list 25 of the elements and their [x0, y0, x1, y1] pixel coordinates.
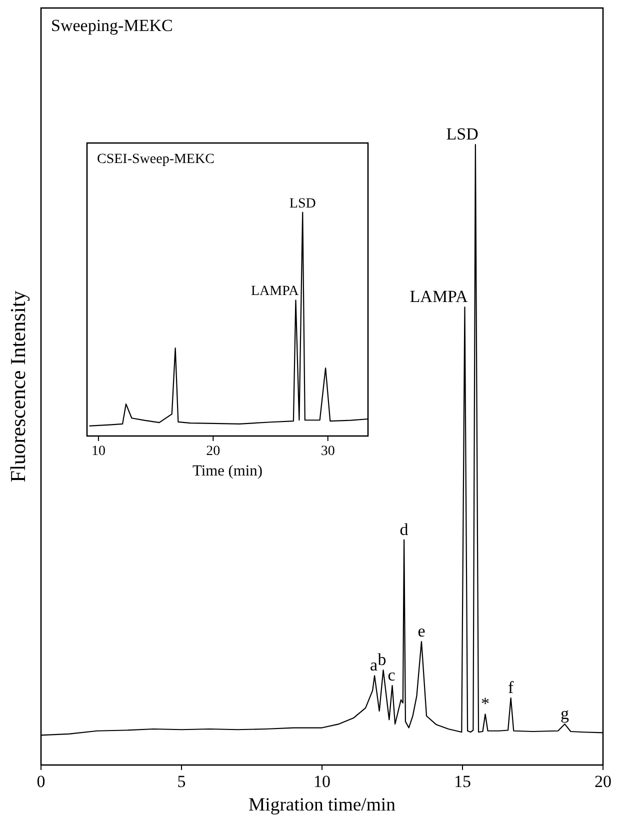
annotation: d: [400, 520, 409, 539]
annotation: b: [378, 650, 386, 670]
chart-title: CSEI-Sweep-MEKC: [97, 152, 214, 167]
x-axis-title: Time (min): [192, 462, 262, 480]
annotation: *: [481, 694, 490, 714]
x-tick-label: 10: [91, 444, 106, 459]
annotation: a: [370, 656, 378, 675]
x-axis-title: Migration time/min: [248, 794, 396, 816]
x-tick-label: 0: [36, 772, 46, 791]
chart-title: Sweeping-MEKC: [51, 16, 173, 35]
x-tick-label: 20: [206, 444, 220, 459]
annotation: e: [418, 622, 426, 641]
x-tick-label: 20: [594, 772, 612, 791]
annotation: c: [388, 666, 396, 685]
x-tick-label: 5: [177, 772, 186, 791]
x-tick-label: 10: [314, 772, 330, 791]
annotation: LSD: [446, 124, 478, 144]
annotation: g: [560, 704, 570, 724]
annotation: f: [508, 678, 514, 697]
x-tick-label: 30: [320, 444, 335, 459]
annotation: LSD: [289, 196, 316, 212]
annotation: LAMPA: [410, 287, 468, 306]
y-axis-title: Fluorescence Intensity: [6, 290, 30, 482]
annotation: LAMPA: [251, 284, 300, 300]
x-tick-label: 15: [454, 772, 471, 791]
